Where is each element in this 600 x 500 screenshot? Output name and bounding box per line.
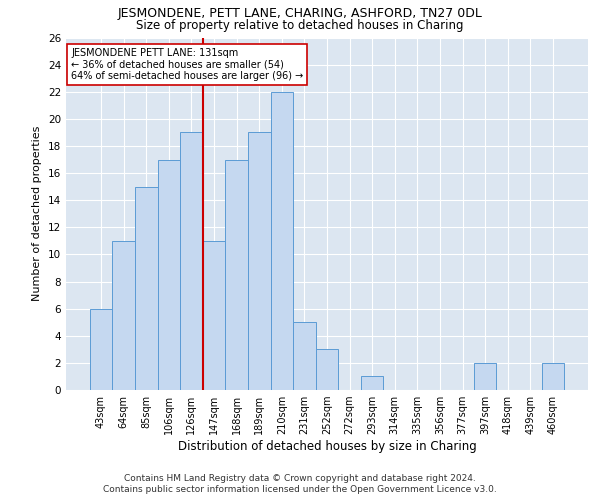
Bar [226, 160, 248, 390]
Text: Contains HM Land Registry data © Crown copyright and database right 2024.
Contai: Contains HM Land Registry data © Crown c… [103, 474, 497, 494]
Bar [542, 363, 564, 390]
Bar [293, 322, 316, 390]
Bar [248, 132, 271, 390]
Y-axis label: Number of detached properties: Number of detached properties [32, 126, 43, 302]
Bar [474, 363, 496, 390]
Text: JESMONDENE PETT LANE: 131sqm
← 36% of detached houses are smaller (54)
64% of se: JESMONDENE PETT LANE: 131sqm ← 36% of de… [71, 48, 304, 82]
Bar [112, 241, 135, 390]
Bar [271, 92, 293, 390]
Bar [203, 241, 226, 390]
Bar [180, 132, 203, 390]
Bar [90, 308, 112, 390]
X-axis label: Distribution of detached houses by size in Charing: Distribution of detached houses by size … [178, 440, 476, 453]
Text: JESMONDENE, PETT LANE, CHARING, ASHFORD, TN27 0DL: JESMONDENE, PETT LANE, CHARING, ASHFORD,… [118, 8, 482, 20]
Text: Size of property relative to detached houses in Charing: Size of property relative to detached ho… [136, 19, 464, 32]
Bar [316, 350, 338, 390]
Bar [158, 160, 180, 390]
Bar [135, 186, 158, 390]
Bar [361, 376, 383, 390]
